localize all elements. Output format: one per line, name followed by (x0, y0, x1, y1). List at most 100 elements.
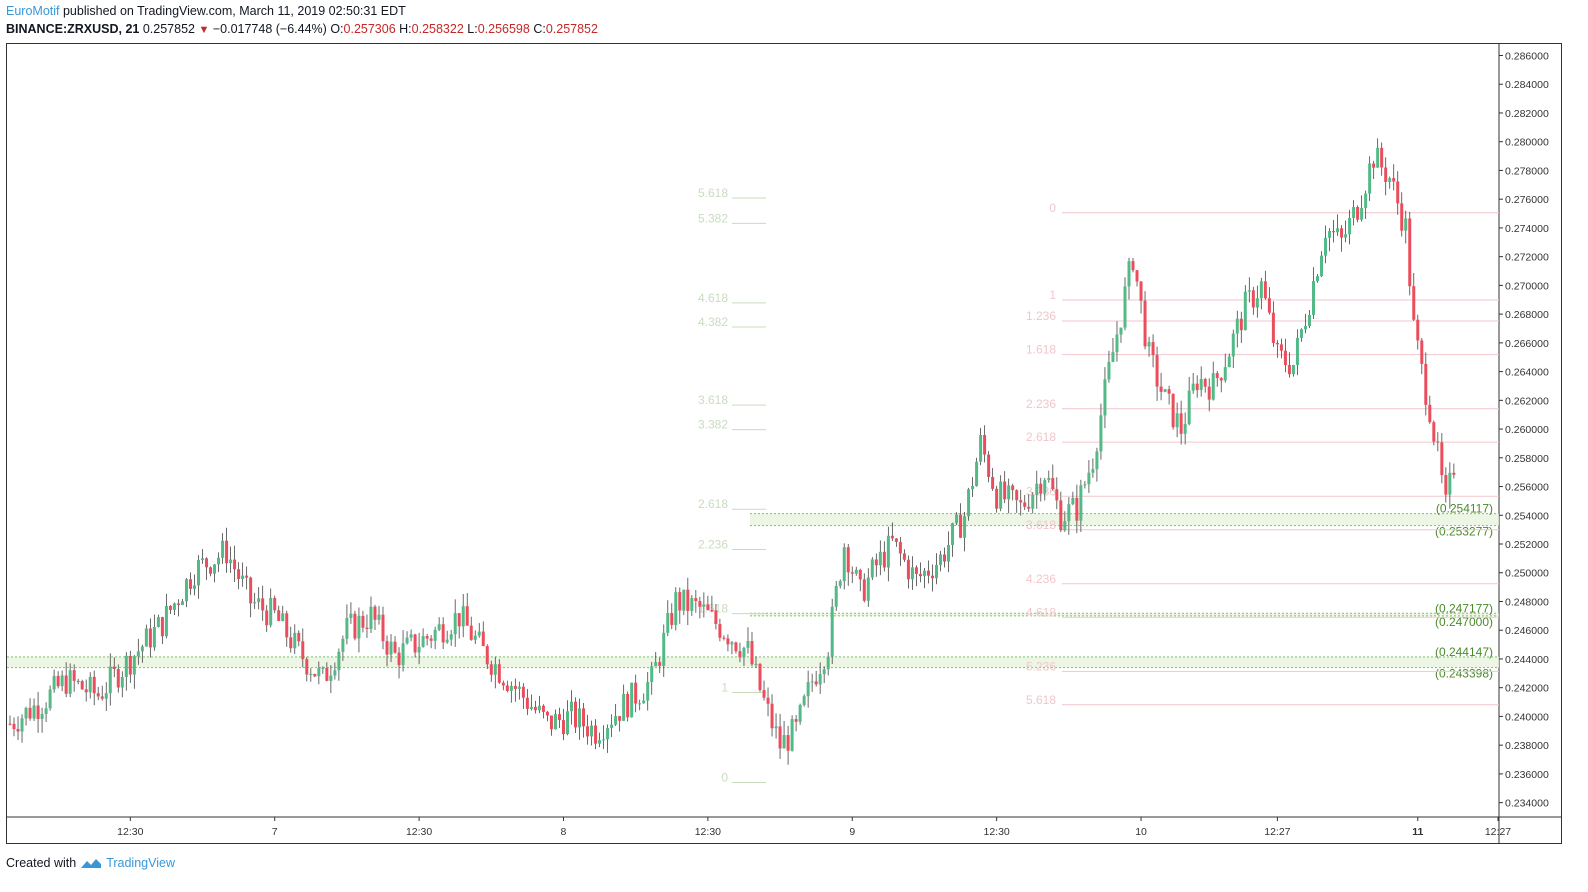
y-tick-label: 0.270000 (1505, 280, 1549, 292)
candle-body (533, 706, 537, 711)
candle-body (96, 693, 100, 697)
candle-body (798, 704, 802, 722)
candle-body (1416, 319, 1420, 341)
candle-body (754, 663, 758, 665)
fib-right-label: 3.618 (1026, 518, 1056, 532)
candle-body (64, 675, 68, 694)
candle-body (225, 540, 229, 564)
candle-body (1187, 390, 1191, 425)
y-tick-label: 0.268000 (1505, 309, 1549, 321)
candle-body (417, 646, 421, 653)
candle-body (1075, 497, 1079, 521)
candle-body (983, 434, 987, 455)
candle-body (369, 606, 373, 630)
y-tick-label: 0.282000 (1505, 108, 1549, 120)
zone-top-label: (0.254117) (1436, 502, 1493, 516)
tradingview-brand[interactable]: TradingView (106, 856, 175, 870)
candle-body (441, 624, 445, 643)
author-link[interactable]: EuroMotif (6, 4, 60, 18)
candle-body (1059, 500, 1063, 531)
footer: Created with TradingView (6, 856, 175, 870)
candle-body (1452, 472, 1456, 475)
candle-body (1207, 386, 1211, 400)
candle-body (513, 685, 517, 689)
x-tick-label: 7 (272, 826, 278, 838)
x-tick-label: 12:30 (117, 826, 143, 838)
candle-body (409, 634, 413, 638)
candle-body (1039, 483, 1043, 494)
y-tick-label: 0.272000 (1505, 252, 1549, 264)
candle-body (806, 682, 810, 697)
candle-body (197, 559, 201, 586)
x-tick-label: 12:27 (1485, 826, 1511, 838)
candle-body (1412, 286, 1416, 320)
candle-body (963, 516, 967, 538)
candle-body (686, 589, 690, 611)
candle-body (1183, 424, 1187, 434)
candle-body (1400, 203, 1404, 231)
y-tick-label: 0.262000 (1505, 395, 1549, 407)
candle-body (72, 670, 76, 681)
candle-body (802, 696, 806, 705)
candle-body (938, 554, 942, 566)
candle-body (76, 680, 80, 682)
candle-body (614, 716, 618, 725)
candle-body (690, 598, 694, 611)
candle-body (722, 637, 726, 639)
candle-body (1239, 318, 1243, 331)
candle-body (987, 454, 991, 477)
x-tick-label: 10 (1135, 826, 1147, 838)
fib-right-label: 0 (1049, 201, 1056, 215)
candle-body (670, 613, 674, 625)
high-label: H: (399, 22, 412, 36)
candle-body (1079, 485, 1083, 521)
candle-body (461, 606, 465, 627)
candle-body (870, 559, 874, 578)
fib-right-label: 2.618 (1026, 430, 1056, 444)
candle-body (1179, 413, 1183, 434)
fib-left-label: 4.382 (698, 315, 728, 329)
candle-body (481, 631, 485, 647)
candle-body (237, 569, 241, 580)
candle-body (1103, 379, 1107, 416)
x-tick-label: 12:30 (984, 826, 1010, 838)
candle-body (1087, 472, 1091, 485)
candle-body (1336, 228, 1340, 233)
candle-body (297, 632, 301, 642)
candle-body (738, 651, 742, 658)
price-zone (750, 513, 1499, 526)
candle-body (922, 570, 926, 577)
candle-body (337, 651, 341, 671)
candle-body (112, 666, 116, 670)
candle-body (20, 718, 24, 732)
candle-body (1123, 286, 1127, 328)
chart-frame[interactable] (6, 43, 1562, 844)
candle-body (826, 656, 830, 670)
x-tick-label: 12:30 (406, 826, 432, 838)
low-label: L: (467, 22, 478, 36)
candle-body (1291, 364, 1295, 375)
candle-body (217, 557, 221, 565)
candle-body (758, 663, 762, 691)
candle-body (497, 664, 501, 683)
zone-top-label: (0.247177) (1435, 601, 1493, 615)
open-value: 0.257306 (343, 22, 396, 36)
candle-body (104, 693, 108, 699)
candle-body (1147, 342, 1151, 347)
candle-body (429, 638, 433, 641)
candle-body (233, 559, 237, 570)
candle-body (152, 626, 156, 648)
candle-body (1127, 261, 1131, 287)
candle-body (148, 628, 152, 648)
candle-body (132, 656, 136, 675)
candle-body (116, 669, 120, 688)
candle-body (979, 434, 983, 462)
candle-body (213, 564, 217, 574)
candle-body (1015, 490, 1019, 501)
candle-body (718, 624, 722, 638)
candle-body (32, 705, 36, 719)
candle-body (1159, 386, 1163, 392)
candle-body (437, 624, 441, 630)
candle-body (862, 579, 866, 601)
